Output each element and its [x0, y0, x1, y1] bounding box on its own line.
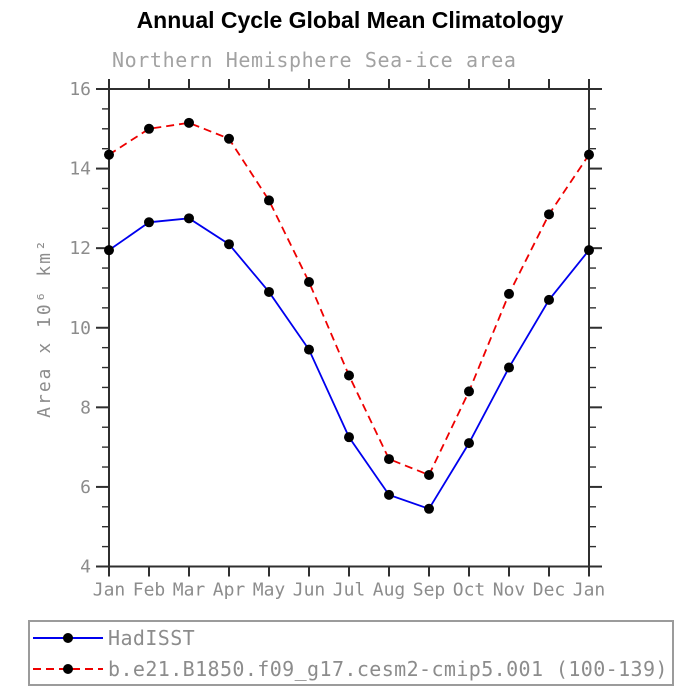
data-point-marker	[104, 245, 114, 256]
y-tick-label: 16	[69, 79, 91, 100]
x-tick-label: Aug	[373, 580, 406, 601]
x-tick-label: Dec	[533, 580, 566, 601]
x-tick-label: Nov	[493, 580, 526, 601]
legend-box: HadISST b.e21.B1850.f09_g17.cesm2-cmip5.…	[28, 620, 674, 686]
data-point-marker	[144, 217, 154, 228]
x-tick-label: Jan	[573, 580, 606, 601]
y-tick-label: 6	[80, 477, 91, 498]
data-point-marker	[464, 438, 474, 449]
data-point-marker	[424, 469, 434, 480]
data-point-marker	[544, 294, 554, 305]
data-point-marker	[224, 239, 234, 250]
series-line-1	[108, 121, 590, 477]
plot-frame	[108, 88, 590, 568]
y-axis-title: Area x 10⁶ km²	[34, 238, 55, 418]
data-point-marker	[584, 149, 594, 160]
data-point-marker	[184, 117, 194, 128]
data-point-marker	[264, 286, 274, 297]
data-point-marker	[344, 370, 354, 381]
data-point-marker	[304, 344, 314, 355]
y-tick-label: 12	[69, 238, 91, 259]
data-point-marker	[184, 213, 194, 224]
legend-line-sample-solid	[33, 632, 103, 643]
x-tick-label: Jul	[333, 580, 366, 601]
legend-label-hadisst: HadISST	[108, 625, 196, 650]
series-line-0	[108, 217, 590, 510]
x-tick-label: Apr	[213, 580, 246, 601]
data-point-marker	[464, 386, 474, 397]
data-point-marker	[104, 149, 114, 160]
data-point-marker	[144, 123, 154, 134]
y-tick-label: 10	[69, 318, 91, 339]
data-point-marker	[384, 489, 394, 500]
data-point-marker	[424, 503, 434, 514]
x-tick-label: May	[253, 580, 286, 601]
data-point-marker	[264, 195, 274, 206]
y-tick-label: 14	[69, 159, 91, 180]
y-tick-label: 4	[80, 557, 91, 578]
data-point-marker	[384, 454, 394, 465]
legend-line-sample-dashed	[33, 663, 103, 674]
x-tick-label: Oct	[453, 580, 486, 601]
chart-subtitle: Northern Hemisphere Sea-ice area	[112, 48, 517, 72]
x-tick-label: Jun	[293, 580, 326, 601]
x-tick-label: Jan	[93, 580, 126, 601]
data-point-marker	[304, 276, 314, 287]
legend-marker-dot-icon	[63, 663, 73, 674]
plot-area: 4 6 8 10 12 14 16 Jan Feb Mar Apr May Jun Jul Aug Sep Oc…	[34, 79, 606, 601]
legend-item-hadisst: HadISST	[30, 622, 672, 653]
x-tick-label: Feb	[133, 580, 166, 601]
legend-item-model: b.e21.B1850.f09_g17.cesm2-cmip5.001 (100…	[30, 653, 672, 684]
y-tick-label: 8	[80, 397, 91, 418]
data-point-marker	[504, 288, 514, 299]
legend-label-model: b.e21.B1850.f09_g17.cesm2-cmip5.001 (100…	[108, 656, 668, 681]
chart-title: Annual Cycle Global Mean Climatology	[136, 7, 564, 33]
data-point-marker	[584, 245, 594, 256]
data-point-marker	[544, 209, 554, 220]
x-tick-label: Sep	[413, 580, 446, 601]
x-tick-label: Mar	[173, 580, 206, 601]
data-point-marker	[224, 133, 234, 144]
legend-marker-dot-icon	[63, 632, 73, 643]
data-point-marker	[344, 432, 354, 443]
data-point-marker	[504, 362, 514, 373]
